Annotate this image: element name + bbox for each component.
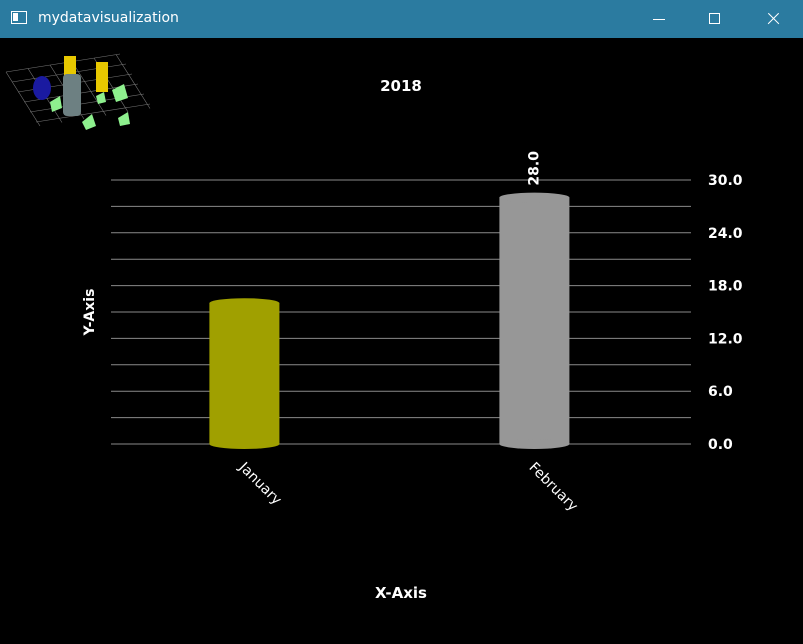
chart-thumbnail-icon[interactable]	[5, 53, 151, 130]
x-tick-label: January	[235, 459, 285, 509]
title-bar[interactable]: mydatavisualization	[0, 0, 803, 38]
chart-area: 2018 0.0 6.0 12.0 18.0 24.0 30.0 28.0 January…	[0, 38, 803, 640]
y-tick-label: 30.0	[708, 173, 743, 189]
y-axis-label: Y-Axis	[82, 289, 98, 337]
y-tick-label: 18.0	[708, 279, 743, 295]
bar-january[interactable]	[209, 298, 280, 449]
value-label: 28.0	[526, 151, 542, 186]
window-title: mydatavisualization	[38, 10, 179, 26]
minimize-icon[interactable]	[631, 0, 687, 38]
bar-body	[499, 197, 570, 444]
bar-february[interactable]: 28.0	[499, 151, 570, 449]
app-window-icon	[11, 11, 27, 24]
x-axis-ticks: January February	[235, 459, 581, 515]
bar-base	[209, 439, 280, 449]
bar-base	[499, 439, 570, 449]
chart-title: 2018	[380, 77, 422, 95]
grid-lines	[111, 179, 691, 445]
x-tick-label: February	[526, 460, 581, 515]
bar-cap	[209, 298, 280, 309]
bars: 28.0	[209, 151, 570, 449]
x-axis-label: X-Axis	[375, 584, 427, 602]
y-tick-label: 0.0	[708, 437, 733, 453]
y-axis-ticks: 0.0 6.0 12.0 18.0 24.0 30.0	[708, 173, 743, 453]
bar-chart: 2018 0.0 6.0 12.0 18.0 24.0 30.0 28.0 January…	[5, 53, 743, 602]
y-tick-label: 12.0	[708, 331, 743, 347]
y-tick-label: 6.0	[708, 384, 733, 400]
bar-cap	[499, 192, 570, 203]
maximize-icon[interactable]	[687, 0, 743, 38]
y-tick-label: 24.0	[708, 226, 743, 242]
close-icon[interactable]	[743, 0, 803, 38]
bar-body	[209, 303, 280, 444]
